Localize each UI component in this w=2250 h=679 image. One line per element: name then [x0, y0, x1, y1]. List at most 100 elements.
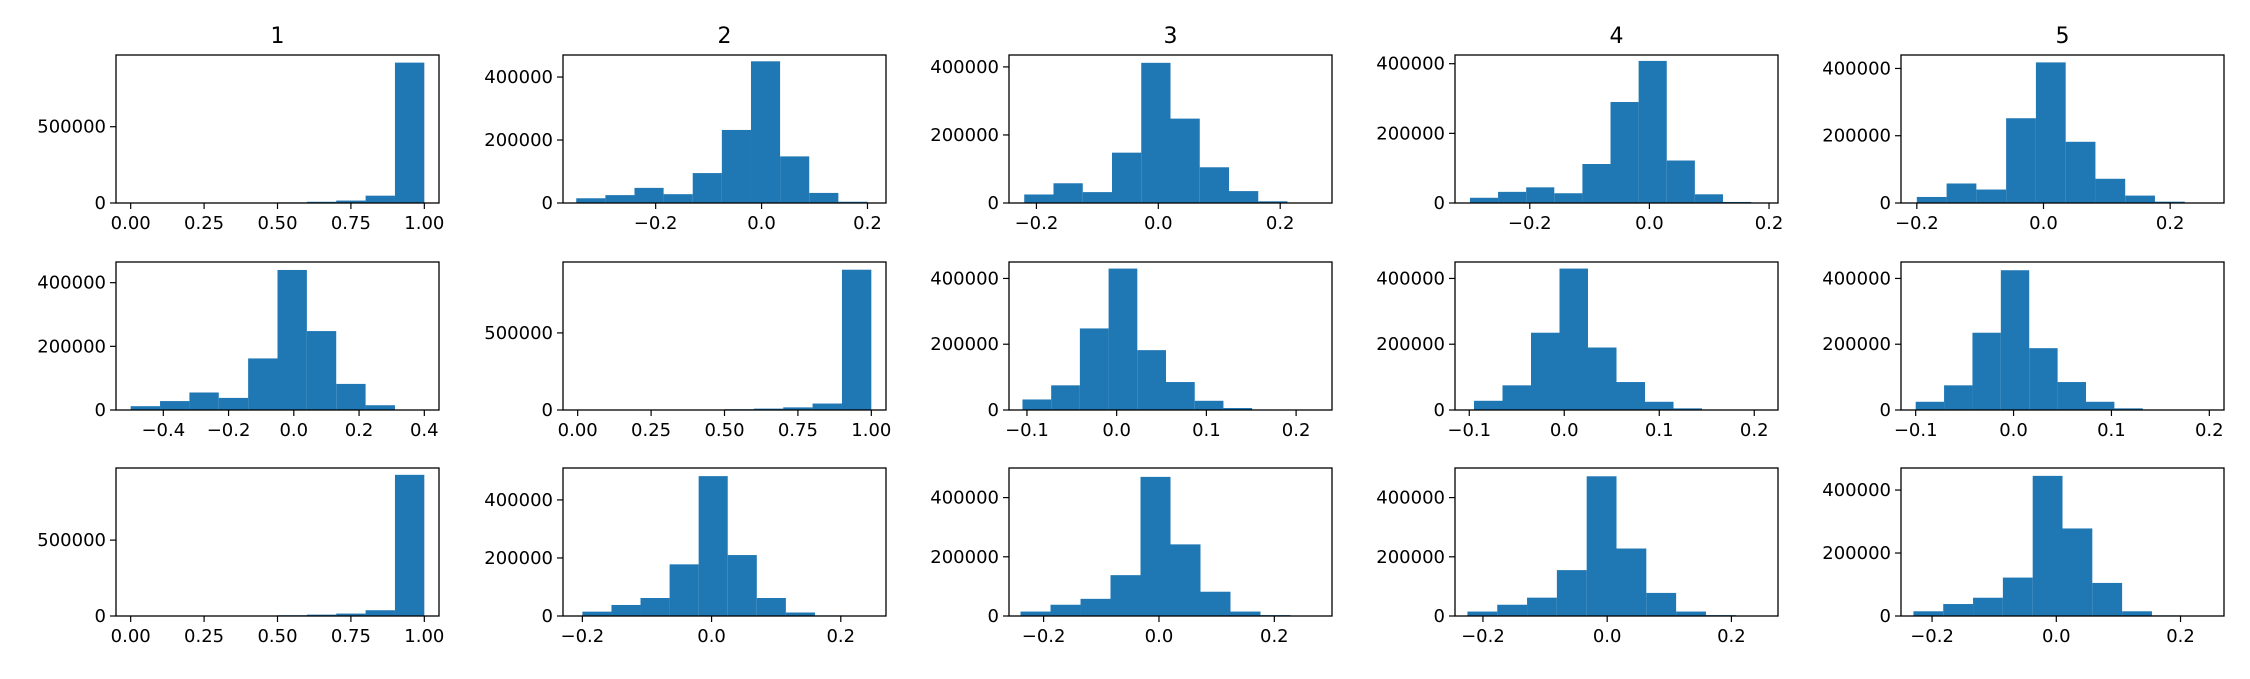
- x-tick-label: 0.2: [345, 420, 374, 441]
- y-tick-label: 400000: [484, 490, 553, 511]
- y-tick-label: 200000: [930, 125, 999, 146]
- histogram-bar: [336, 384, 365, 410]
- column-title: 2: [718, 24, 732, 49]
- histogram-bar: [1617, 382, 1646, 410]
- histogram-bar: [1973, 598, 2003, 616]
- histogram-bar: [2086, 402, 2114, 410]
- histogram-bar: [1109, 269, 1138, 410]
- histogram-bar: [582, 612, 611, 616]
- histogram-bar: [278, 270, 307, 410]
- histogram-bar: [634, 188, 663, 203]
- histogram-bar: [1695, 194, 1723, 203]
- y-tick-label: 400000: [1376, 54, 1445, 75]
- histogram-bar: [1588, 348, 1617, 410]
- histogram-bar: [1947, 183, 1977, 203]
- histogram-bar: [1141, 477, 1171, 616]
- y-tick-label: 0: [988, 400, 999, 421]
- histogram-bar: [248, 358, 277, 410]
- histogram-bar: [1611, 102, 1639, 203]
- y-tick-label: 200000: [1376, 123, 1445, 144]
- y-tick-label: 0: [95, 400, 106, 421]
- x-tick-label: 0.1: [2097, 420, 2126, 441]
- x-tick-label: 0.0: [1145, 626, 1174, 647]
- y-tick-label: 0: [542, 606, 553, 627]
- histogram-bar: [576, 198, 605, 203]
- x-tick-label: −0.2: [1910, 626, 1954, 647]
- histogram-bar: [1051, 385, 1080, 410]
- y-tick-label: 0: [988, 606, 999, 627]
- y-tick-label: 200000: [930, 334, 999, 355]
- x-tick-label: 0.00: [111, 213, 151, 234]
- histogram-bar: [395, 63, 424, 203]
- x-tick-label: 0.2: [1282, 420, 1311, 441]
- x-tick-label: 0.25: [631, 420, 671, 441]
- x-tick-label: 0.75: [331, 626, 371, 647]
- y-tick-label: 0: [1880, 400, 1891, 421]
- histogram-bar: [670, 564, 699, 616]
- histogram-bar: [1111, 575, 1141, 616]
- x-tick-label: −0.2: [1895, 213, 1939, 234]
- y-tick-label: 400000: [1822, 58, 1891, 79]
- x-tick-label: 0.0: [1635, 213, 1664, 234]
- histogram-bar: [1646, 593, 1676, 616]
- x-tick-label: −0.2: [634, 213, 678, 234]
- x-tick-label: 0.2: [853, 213, 882, 234]
- histogram-bar: [1972, 333, 2000, 410]
- histogram-bar: [2006, 118, 2036, 203]
- y-tick-label: 400000: [1376, 268, 1445, 289]
- histogram-bar: [1051, 605, 1081, 616]
- y-tick-label: 0: [542, 193, 553, 214]
- x-tick-label: 0.50: [704, 420, 744, 441]
- x-tick-label: 0.50: [257, 626, 297, 647]
- histogram-bar: [2092, 583, 2122, 616]
- histogram-bar: [1081, 599, 1111, 616]
- histogram-bar: [699, 476, 728, 616]
- histogram-bar: [1470, 198, 1498, 203]
- y-tick-label: 500000: [37, 117, 106, 138]
- histogram-bar: [1053, 183, 1082, 203]
- y-tick-label: 400000: [1376, 488, 1445, 509]
- histogram-bar: [1557, 570, 1587, 616]
- x-tick-label: 0.1: [1192, 420, 1221, 441]
- x-tick-label: 0.2: [826, 626, 855, 647]
- histogram-bar: [2058, 382, 2086, 410]
- y-tick-label: 0: [95, 606, 106, 627]
- histogram-bar: [728, 555, 757, 616]
- x-tick-label: 1.00: [404, 626, 444, 647]
- x-tick-label: −0.2: [1015, 213, 1059, 234]
- x-tick-label: 0.0: [697, 626, 726, 647]
- histogram-bar: [1943, 604, 1973, 616]
- x-tick-label: 0.2: [2195, 420, 2224, 441]
- histogram-bar: [1195, 401, 1224, 410]
- y-tick-label: 400000: [37, 273, 106, 294]
- histogram-bar: [1917, 197, 1947, 203]
- x-tick-label: 0.2: [2156, 213, 2185, 234]
- x-tick-label: 0.75: [331, 213, 371, 234]
- histogram-bar: [1667, 161, 1695, 203]
- y-tick-label: 400000: [484, 67, 553, 88]
- x-tick-label: 1.00: [851, 420, 891, 441]
- x-tick-label: 0.25: [184, 213, 224, 234]
- histogram-bar: [2029, 348, 2057, 410]
- histogram-bar: [1083, 192, 1112, 203]
- column-title: 5: [2056, 24, 2070, 49]
- histogram-bar: [1587, 476, 1617, 616]
- histogram-bar: [809, 193, 838, 203]
- x-tick-label: 0.25: [184, 626, 224, 647]
- y-tick-label: 0: [1880, 606, 1891, 627]
- x-tick-label: −0.1: [1005, 420, 1049, 441]
- x-tick-label: −0.2: [561, 626, 605, 647]
- y-tick-label: 0: [1434, 400, 1445, 421]
- histogram-bar: [611, 605, 640, 616]
